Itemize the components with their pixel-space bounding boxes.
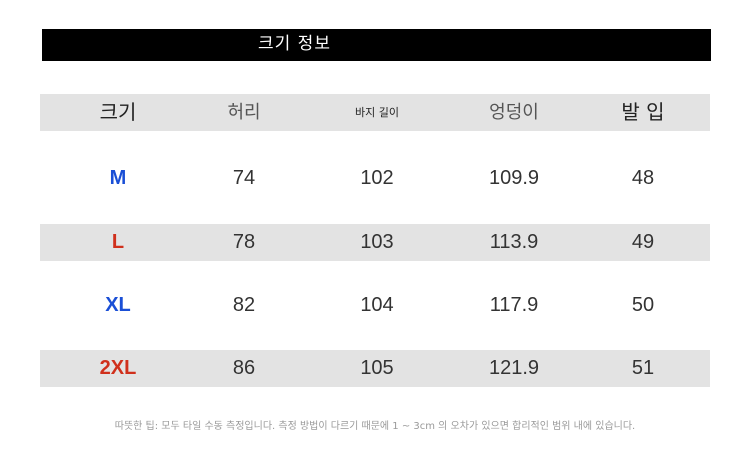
header-waist: 허리	[227, 102, 261, 123]
length-value: 104	[360, 294, 394, 316]
hem-value: 51	[631, 357, 655, 379]
hip-value: 113.9	[489, 231, 539, 253]
hem-value: 50	[631, 294, 655, 316]
header-size: 크기	[99, 100, 137, 124]
size-label-l: L	[111, 231, 125, 253]
length-value: 102	[360, 167, 394, 189]
hem-value: 48	[631, 167, 655, 189]
header-pants-length: 바지 길이	[355, 106, 399, 119]
measurement-note: 따뜻한 팁: 모두 타일 수동 측정입니다. 측정 방법이 다르기 때문에 1 …	[114, 421, 636, 432]
length-value: 105	[360, 357, 394, 379]
table-header-row: 크기 허리 바지 길이 엉덩이 발 입	[40, 94, 710, 131]
waist-value: 86	[232, 357, 256, 379]
waist-value: 82	[232, 294, 256, 316]
length-value: 103	[360, 231, 394, 253]
size-label-m: M	[109, 167, 127, 189]
hip-value: 109.9	[488, 167, 540, 189]
table-row: L 78 103 113.9 49	[40, 224, 710, 261]
hem-value: 49	[631, 231, 655, 253]
hip-value: 121.9	[488, 357, 540, 379]
title-bar: 크기 정보	[42, 29, 711, 61]
waist-value: 78	[232, 231, 256, 253]
hip-value: 117.9	[489, 294, 539, 316]
header-hem: 발 입	[621, 100, 665, 124]
table-row: 2XL 86 105 121.9 51	[40, 350, 710, 387]
size-label-2xl: 2XL	[99, 357, 137, 379]
size-label-xl: XL	[105, 294, 131, 316]
table-row: M 74 102 109.9 48	[40, 160, 710, 197]
table-row: XL 82 104 117.9 50	[40, 287, 710, 324]
waist-value: 74	[232, 167, 256, 189]
page-title: 크기 정보	[258, 34, 331, 54]
header-hip: 엉덩이	[489, 102, 539, 123]
